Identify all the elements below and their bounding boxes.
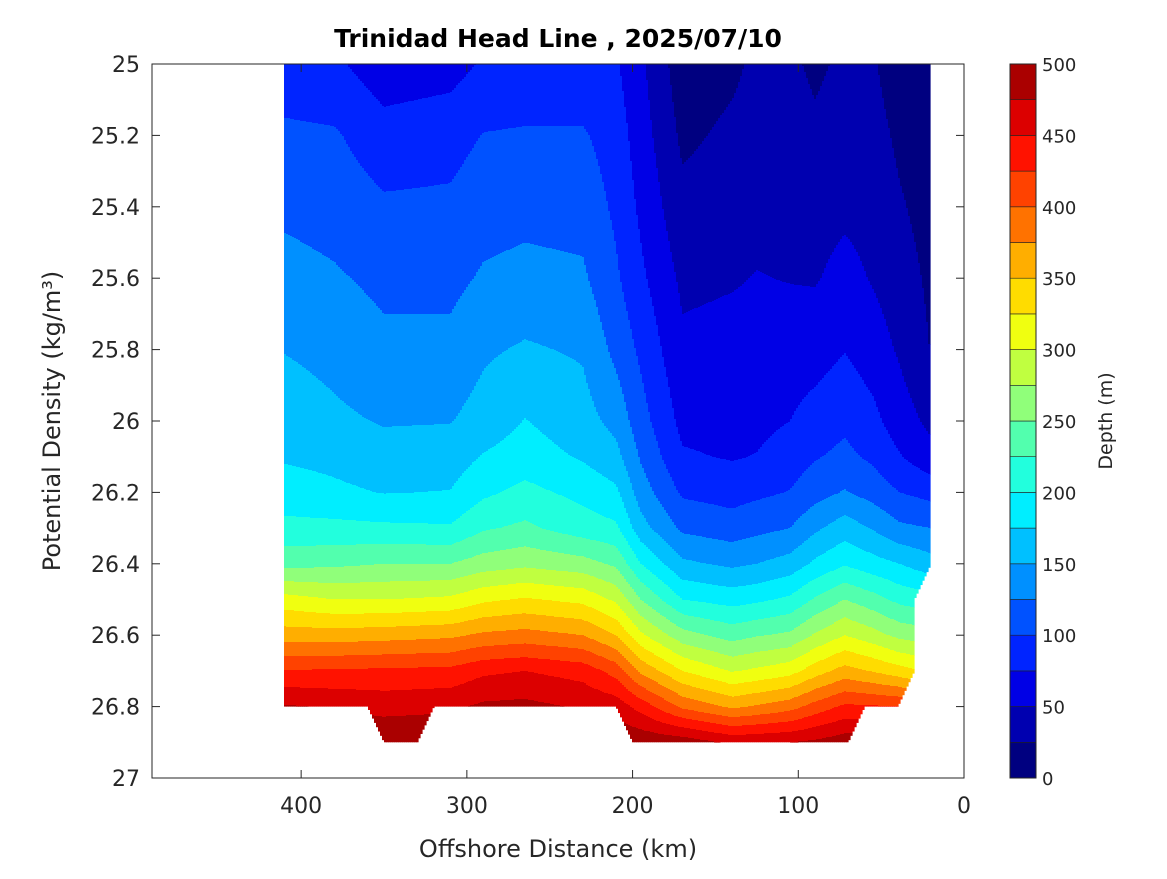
chart-title: Trinidad Head Line , 2025/07/10 <box>334 24 782 53</box>
contour-band-cell <box>428 714 431 717</box>
contour-field <box>284 64 931 743</box>
